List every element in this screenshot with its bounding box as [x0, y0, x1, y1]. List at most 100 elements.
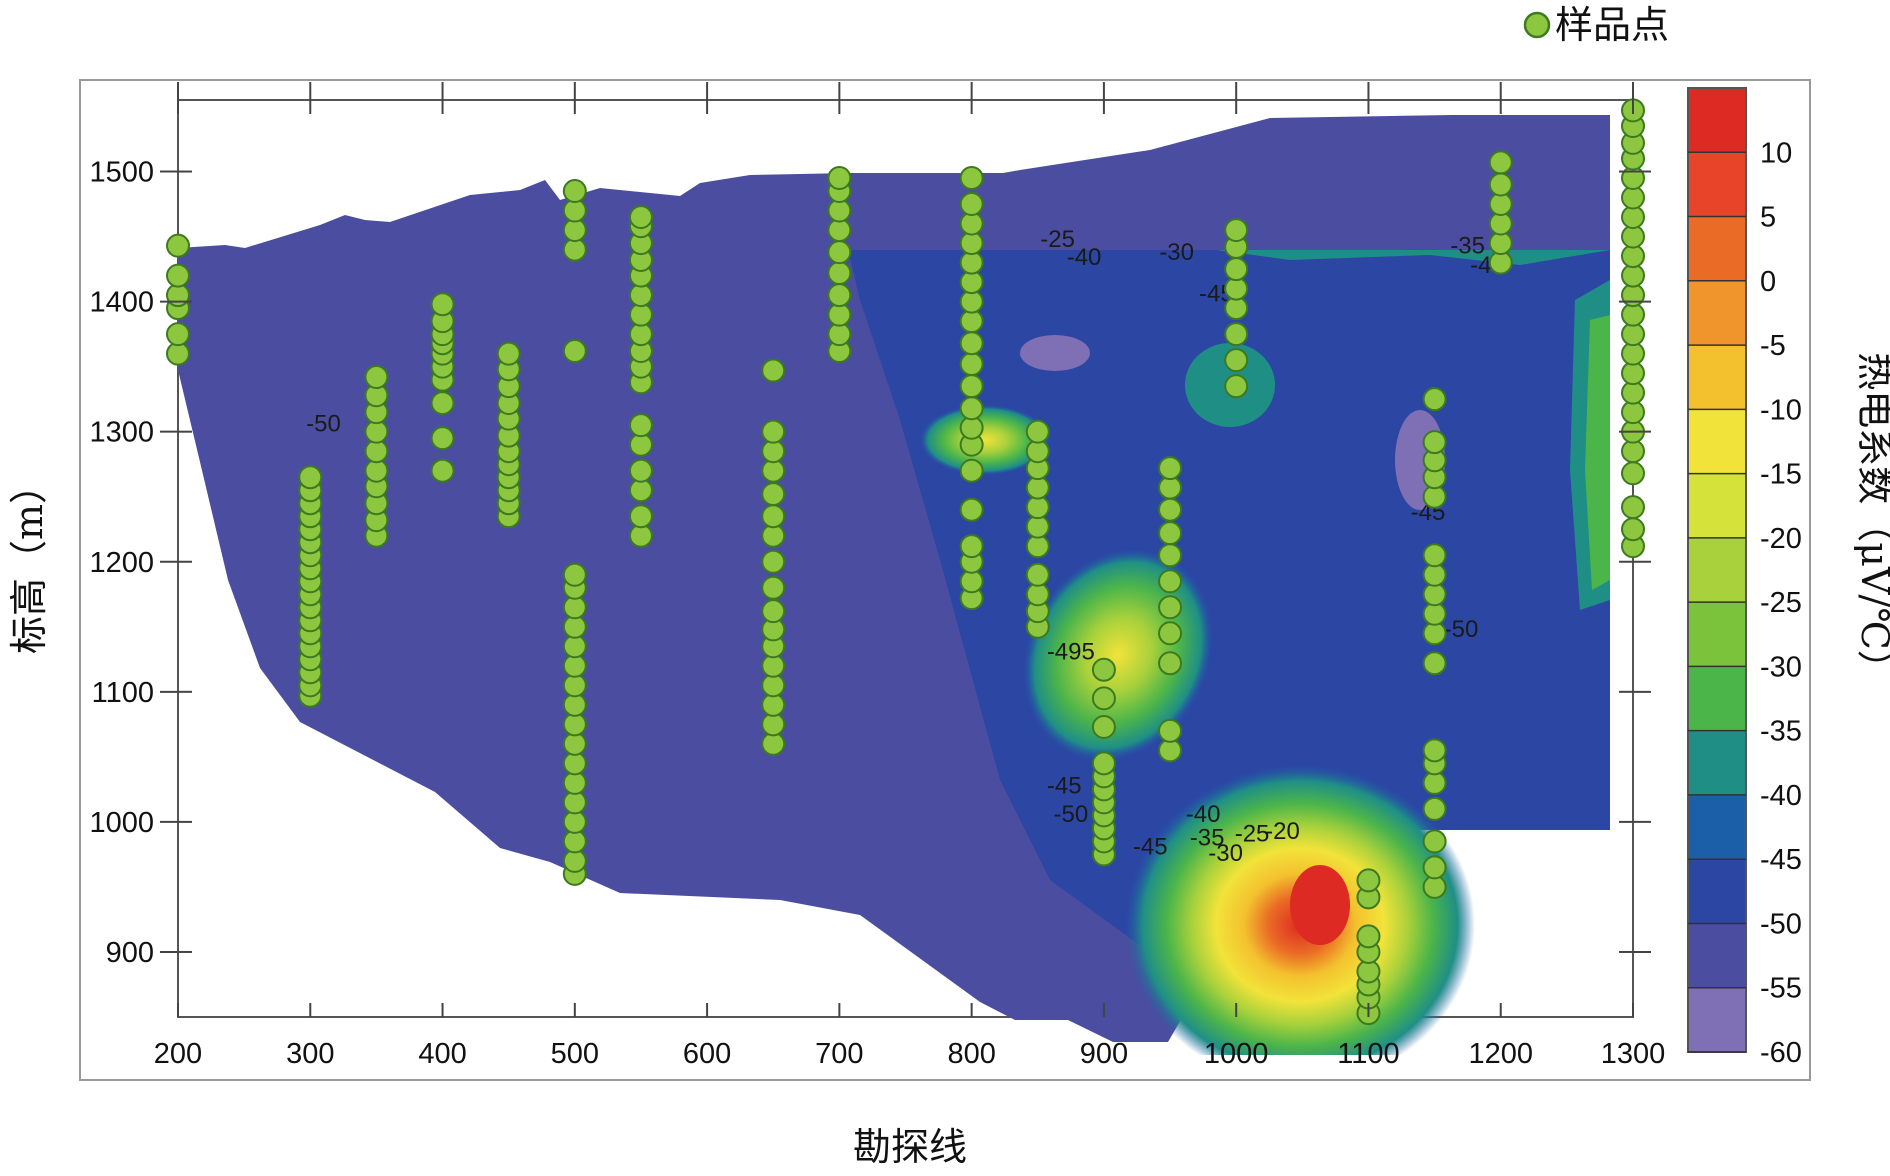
sample-point — [761, 504, 786, 529]
sample-point — [1158, 569, 1183, 594]
colorbar-tick-label: 10 — [1760, 137, 1792, 169]
y-tick-label: 1200 — [89, 547, 154, 579]
contour-label: -50 — [1444, 616, 1479, 643]
sample-point — [1091, 751, 1116, 776]
colorbar-swatch — [1688, 987, 1746, 1052]
colorbar-swatch — [1688, 216, 1746, 281]
sample-point — [1158, 595, 1183, 620]
x-tick-label: 1200 — [1468, 1038, 1533, 1070]
sample-point — [761, 358, 786, 383]
sample-point — [1422, 651, 1447, 676]
sample-point — [1091, 686, 1116, 711]
colorbar-tick-label: -15 — [1760, 459, 1802, 491]
colorbar-swatch — [1688, 666, 1746, 731]
colorbar-swatch — [1688, 923, 1746, 988]
colorbar-tick-label: 0 — [1760, 266, 1776, 298]
sample-point — [628, 205, 653, 230]
x-tick-label: 1100 — [1337, 1038, 1399, 1070]
colorbar-tick-label: -45 — [1760, 844, 1802, 876]
contour-label: -40 — [1186, 801, 1221, 828]
sample-point — [1158, 718, 1183, 743]
sample-point — [959, 192, 984, 217]
sample-point — [1422, 543, 1447, 568]
sample-point — [1422, 430, 1447, 455]
x-axis-title: 勘探线 — [853, 1125, 967, 1169]
sample-point — [628, 413, 653, 438]
sample-point — [1025, 562, 1050, 587]
sample-points — [166, 98, 1645, 1026]
sample-point — [562, 179, 587, 204]
colorbar-tick-label: -55 — [1760, 973, 1802, 1005]
contour-label: -45 — [1133, 833, 1168, 860]
sample-point — [959, 166, 984, 191]
contour-label: -50 — [1053, 801, 1088, 828]
contour-label: -50 — [306, 411, 341, 438]
sample-point — [1621, 495, 1645, 520]
y-tick-label: 1500 — [89, 157, 154, 189]
colorbar-tick-label: -60 — [1760, 1037, 1802, 1069]
colorbar-swatch — [1688, 152, 1746, 217]
x-tick-label: 300 — [286, 1038, 334, 1070]
sample-point — [1158, 456, 1183, 481]
colorbar-title: 热电系数（μV/℃） — [1853, 352, 1890, 687]
sample-point — [1091, 657, 1116, 682]
colorbar-tick-label: -30 — [1760, 651, 1802, 683]
field-purple-patch — [1020, 335, 1090, 371]
sample-point — [1224, 257, 1249, 282]
colorbar-swatch — [1688, 280, 1746, 346]
sample-point — [959, 352, 984, 377]
legend-marker — [1523, 11, 1551, 39]
field-hotspot-core — [1290, 865, 1350, 945]
sample-point — [1356, 868, 1381, 893]
sample-point — [562, 562, 587, 587]
sample-point — [761, 575, 786, 600]
colorbar-tick-label: -5 — [1760, 330, 1786, 362]
colorbar-swatch — [1688, 730, 1746, 795]
colorbar-tick-label: -25 — [1760, 587, 1802, 619]
field-east-column-green — [1585, 315, 1610, 590]
colorbar-swatch — [1688, 409, 1746, 474]
sample-point — [1621, 461, 1645, 486]
sample-point — [628, 504, 653, 529]
x-tick-label: 500 — [551, 1038, 599, 1070]
sample-point — [1422, 738, 1447, 763]
sample-point — [827, 240, 852, 265]
sample-point — [959, 497, 984, 522]
sample-point — [761, 549, 786, 574]
x-tick-label: 900 — [1080, 1038, 1128, 1070]
sample-point — [430, 458, 455, 483]
colorbar-tick-label: -50 — [1760, 908, 1802, 940]
x-tick-label: 800 — [947, 1038, 995, 1070]
sample-point — [1224, 218, 1249, 243]
sample-point — [1422, 855, 1447, 880]
sample-point — [166, 263, 190, 288]
sample-point — [959, 396, 984, 421]
sample-point — [959, 374, 984, 399]
sample-point — [959, 534, 984, 559]
sample-point — [1158, 497, 1183, 522]
sample-point — [430, 426, 455, 451]
sample-point — [430, 292, 455, 317]
x-tick-label: 600 — [683, 1038, 731, 1070]
colorbar-swatch — [1688, 345, 1746, 410]
sample-point — [827, 166, 852, 191]
colorbar-swatch — [1688, 794, 1746, 860]
sample-point — [1422, 796, 1447, 821]
contour-label: -40 — [1067, 244, 1102, 271]
contour-field — [178, 115, 1610, 1055]
sample-point — [761, 482, 786, 507]
sample-point — [166, 322, 190, 347]
sample-point — [1091, 714, 1116, 739]
sample-point — [959, 331, 984, 356]
y-tick-label: 1100 — [92, 677, 154, 709]
colorbar-swatch — [1688, 537, 1746, 603]
legend-label: 样品点 — [1555, 3, 1669, 47]
x-axis: 200 300 400 500 600 700 800 900 1000 1100 1200 1300 — [154, 82, 1665, 1070]
sample-point — [562, 339, 587, 364]
sample-point — [1158, 521, 1183, 546]
sample-point — [628, 458, 653, 483]
contour-label: -30 — [1159, 239, 1194, 266]
sample-point — [827, 283, 852, 308]
contour-label: -30 — [1208, 840, 1243, 867]
